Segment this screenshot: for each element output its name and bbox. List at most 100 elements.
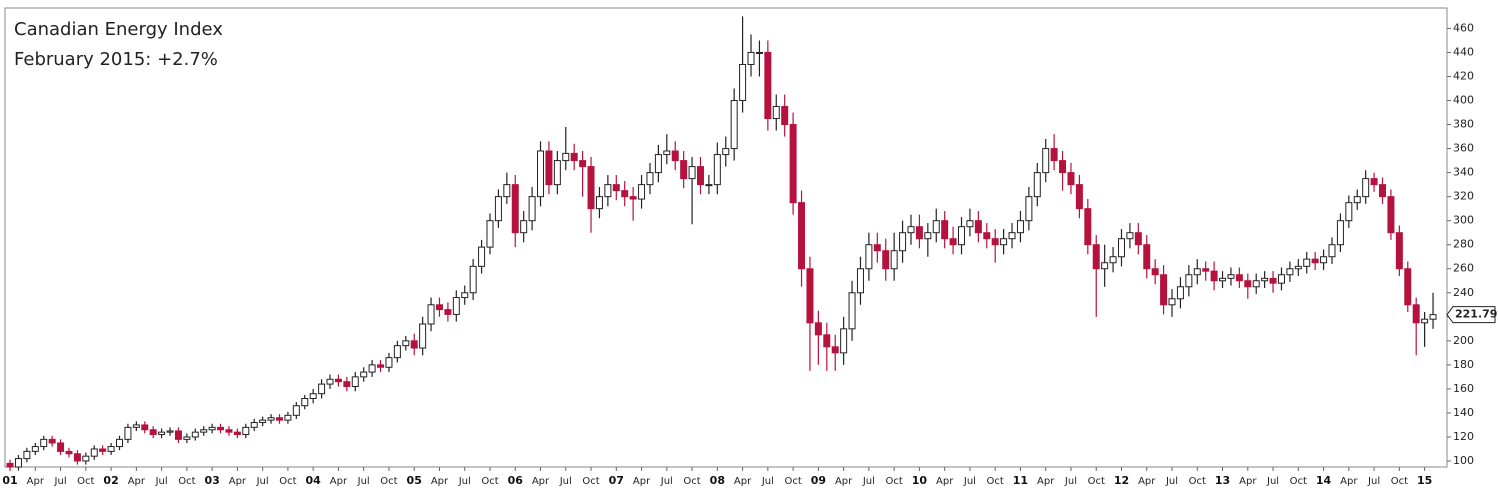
candle-body <box>259 419 267 424</box>
candle-body <box>739 63 747 102</box>
candle-body <box>856 268 864 294</box>
x-tick-label: Apr <box>936 476 954 487</box>
candle-body <box>890 250 898 270</box>
candle-body <box>191 431 199 438</box>
candle-body <box>225 429 233 433</box>
y-tick-label: 200 <box>1453 334 1474 347</box>
candle-body <box>242 426 250 436</box>
candle-body <box>1362 178 1370 198</box>
candle-body <box>612 184 620 192</box>
x-tick-label: Jul <box>862 476 875 487</box>
candle-body <box>1092 244 1100 270</box>
candle-body <box>907 226 915 234</box>
x-tick-label: Oct <box>380 476 397 487</box>
chart-subtitle: February 2015: +2.7% <box>14 49 218 70</box>
x-tick-label: Apr <box>431 476 449 487</box>
candle-body <box>503 184 511 198</box>
candle-body <box>410 340 418 349</box>
candle-body <box>1101 262 1109 270</box>
candle-body <box>595 196 603 210</box>
candle-body <box>1303 258 1311 267</box>
candle-body <box>183 436 191 440</box>
candle-body <box>90 448 98 457</box>
candle-body <box>1235 274 1243 282</box>
candle-body <box>1294 265 1302 270</box>
x-tick-label: Jul <box>155 476 168 487</box>
x-tick-label: Apr <box>532 476 550 487</box>
candle-body <box>747 51 755 65</box>
candle-body <box>1075 184 1083 210</box>
candle-body <box>696 166 704 186</box>
candle-body <box>368 364 376 373</box>
candle-body <box>772 106 780 120</box>
candle-body <box>1202 268 1210 272</box>
candle-body <box>1084 208 1092 246</box>
candle-body <box>1210 270 1218 282</box>
x-tick-label: 02 <box>103 474 118 487</box>
y-tick-label: 380 <box>1453 118 1474 131</box>
candle-body <box>1404 268 1412 306</box>
x-tick-label: 06 <box>508 474 524 487</box>
candle-body <box>301 398 309 407</box>
candle-body <box>486 220 494 248</box>
candle-body <box>814 322 822 336</box>
candle-body <box>823 334 831 348</box>
candle-body <box>570 152 578 162</box>
candle-body <box>292 405 300 416</box>
x-tick-label: 15 <box>1417 474 1432 487</box>
candle-body <box>1151 268 1159 276</box>
candle-body <box>899 232 907 252</box>
candle-body <box>705 184 713 187</box>
candle-body <box>1286 268 1294 276</box>
candle-body <box>461 292 469 299</box>
candle-body <box>638 184 646 200</box>
candle-body <box>1126 232 1134 240</box>
candle-body <box>233 431 241 436</box>
candle-body <box>1269 277 1277 284</box>
candle-body <box>983 232 991 240</box>
candle-body <box>579 160 587 168</box>
x-tick-label: Jul <box>458 476 471 487</box>
candle-body <box>1421 318 1429 324</box>
candle-body <box>528 196 536 222</box>
y-tick-label: 240 <box>1453 286 1474 299</box>
candle-body <box>915 226 923 240</box>
x-tick-label: Jul <box>660 476 673 487</box>
candle-body <box>654 154 662 174</box>
candle-body <box>200 429 208 433</box>
candle-body <box>1261 277 1269 282</box>
candle-body <box>427 304 435 325</box>
candle-body <box>1353 196 1361 204</box>
y-tick-label: 140 <box>1453 406 1474 419</box>
y-tick-label: 360 <box>1453 142 1474 155</box>
candle-body <box>124 426 132 440</box>
x-tick-label: 07 <box>609 474 624 487</box>
candle-body <box>57 442 65 452</box>
candle-body <box>840 328 848 354</box>
candle-body <box>730 100 738 150</box>
candle-body <box>798 202 806 270</box>
last-value-box <box>1446 306 1496 324</box>
candle-body <box>14 458 22 468</box>
x-tick-label: 01 <box>2 474 17 487</box>
candle-body <box>663 150 671 156</box>
x-tick-label: Oct <box>1290 476 1307 487</box>
candle-body <box>587 166 595 210</box>
candle-body <box>873 244 881 252</box>
candle-body <box>511 184 519 234</box>
candle-body <box>974 220 982 234</box>
candle-body <box>99 448 107 452</box>
candle-body <box>1134 232 1142 246</box>
candle-body <box>326 378 334 385</box>
candle-body <box>208 426 216 431</box>
y-tick-label: 420 <box>1453 69 1474 82</box>
candle-body <box>789 124 797 204</box>
candle-body <box>1168 298 1176 306</box>
x-tick-label: Oct <box>582 476 599 487</box>
candle-body <box>1193 268 1201 276</box>
candle-body <box>1244 280 1252 288</box>
candle-body <box>444 309 452 315</box>
candle-body <box>1370 178 1378 186</box>
y-tick-label: 320 <box>1453 190 1474 203</box>
candle-body <box>680 160 688 180</box>
